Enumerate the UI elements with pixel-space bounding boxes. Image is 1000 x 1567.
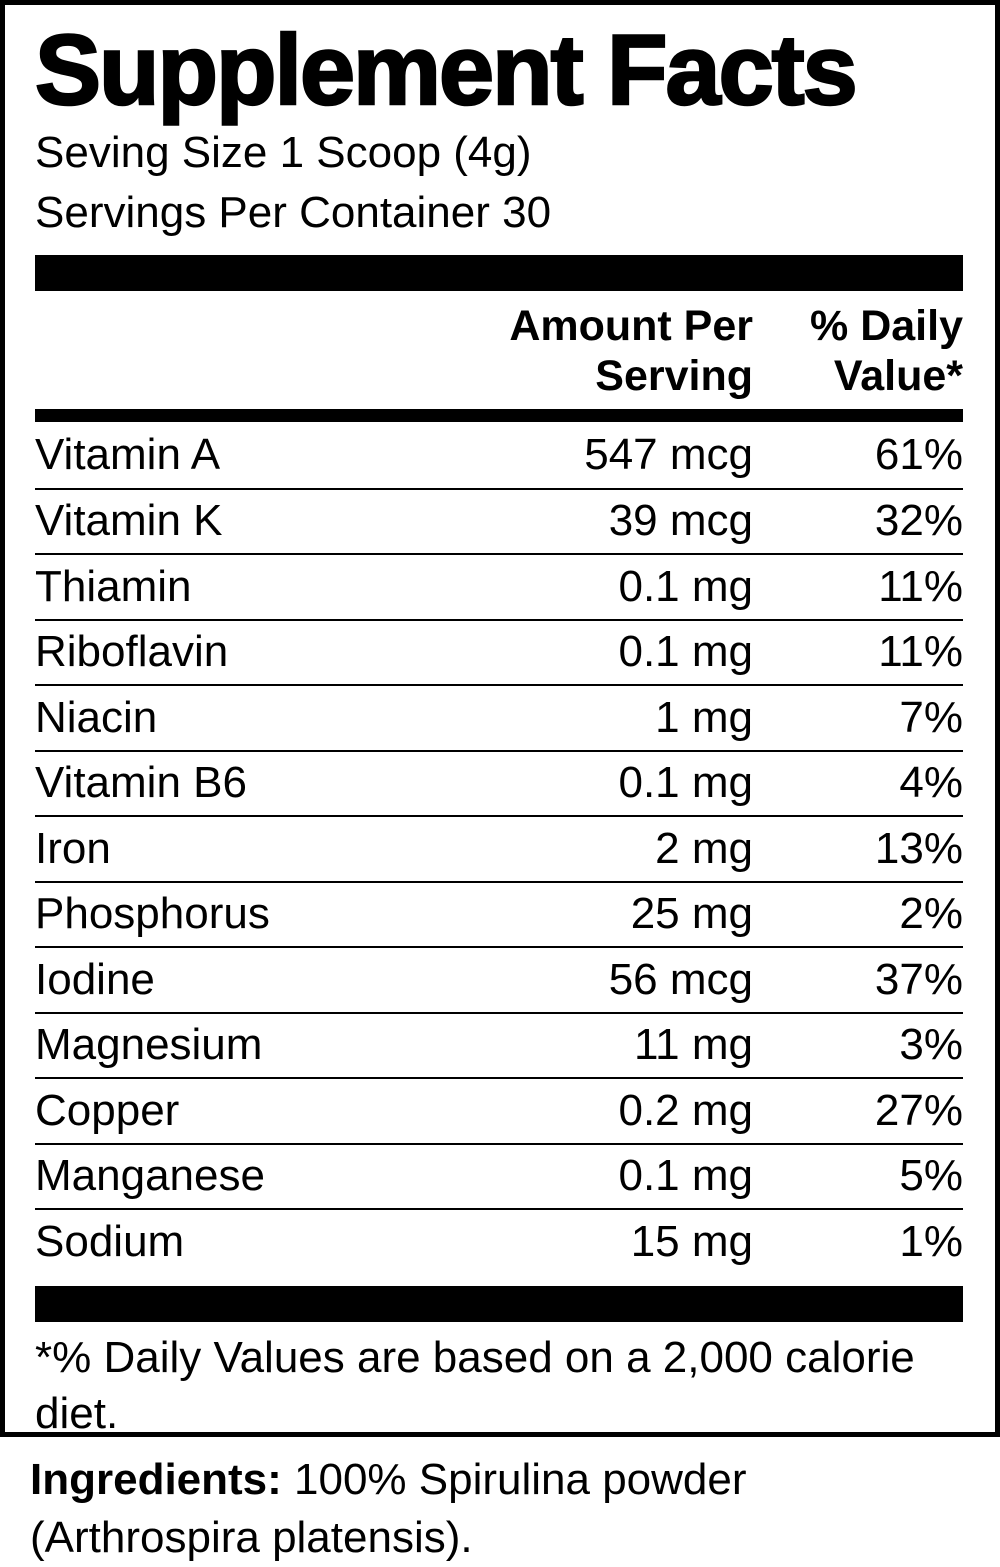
daily-value-footnote: *% Daily Values are based on a 2,000 cal… — [35, 1332, 915, 1438]
servings-per-container-line: Servings Per Container 30 — [35, 188, 552, 237]
nutrient-dv: 37% — [874, 954, 963, 1004]
nutrient-name: Vitamin A — [35, 429, 221, 479]
nutrient-dv: 13% — [874, 823, 963, 873]
nutrient-name: Phosphorus — [35, 889, 270, 939]
nutrient-dv: 2% — [899, 889, 963, 939]
nutrient-name: Magnesium — [35, 1020, 263, 1070]
nutrient-amount: 0.1 mg — [618, 627, 753, 677]
ingredients-label: Ingredients: — [30, 1455, 282, 1504]
table-row: Iodine 56 mcg 37% — [35, 946, 963, 1012]
nutrient-amount: 11 mg — [633, 1020, 753, 1070]
table-row: Vitamin A 547 mcg 61% — [35, 422, 963, 488]
supplement-facts-panel: Supplement Facts Seving Size 1 Scoop (4g… — [0, 0, 1000, 1438]
nutrient-amount: 547 mcg — [584, 429, 753, 479]
nutrient-amount: 0.1 mg — [618, 1151, 753, 1201]
nutrient-amount: 0.2 mg — [618, 1085, 753, 1135]
nutrient-name: Vitamin B6 — [35, 758, 247, 808]
table-row: Iron 2 mg 13% — [35, 815, 963, 881]
nutrient-dv: 11% — [878, 627, 963, 677]
nutrient-dv: 1% — [899, 1216, 963, 1266]
header-amount-line2: Serving — [595, 352, 753, 400]
nutrient-dv: 5% — [899, 1151, 963, 1201]
table-row: Sodium 15 mg 1% — [35, 1208, 963, 1274]
serving-size-line: Seving Size 1 Scoop (4g) — [35, 128, 532, 177]
header-dv-line2: Value* — [833, 352, 963, 400]
table-row: Thiamin 0.1 mg 11% — [35, 553, 963, 619]
nutrient-amount: 1 mg — [655, 692, 753, 742]
nutrient-amount: 39 mcg — [608, 496, 753, 546]
ingredients-statement: Ingredients: 100% Spirulina powder (Arth… — [30, 1451, 880, 1567]
nutrient-dv: 7% — [899, 692, 963, 742]
nutrient-amount: 2 mg — [655, 823, 753, 873]
table-header: Amount Per Serving % Daily Value* — [35, 291, 963, 409]
nutrient-name: Vitamin K — [35, 496, 223, 546]
table-row: Vitamin B6 0.1 mg 4% — [35, 749, 963, 816]
nutrient-dv: 11% — [878, 561, 963, 611]
nutrient-name: Copper — [35, 1085, 180, 1135]
nutrient-name: Thiamin — [35, 561, 192, 611]
ingredients-text: 100% Spirulina powder (Arthrospira plate… — [30, 1455, 747, 1562]
table-row: Niacin 1 mg 7% — [35, 684, 963, 750]
table-row: Magnesium 11 mg 3% — [35, 1011, 963, 1078]
divider-bar-header — [35, 409, 963, 422]
nutrient-amount: 15 mg — [630, 1216, 753, 1266]
table-row: Copper 0.2 mg 27% — [35, 1077, 963, 1143]
nutrient-name: Sodium — [35, 1216, 185, 1266]
header-daily-value: % Daily Value* — [753, 301, 963, 401]
panel-title: Supplement Facts — [34, 14, 859, 125]
nutrient-amount: 0.1 mg — [618, 758, 753, 808]
table-row: Vitamin K 39 mcg 32% — [35, 487, 963, 554]
nutrient-name: Manganese — [35, 1151, 265, 1201]
header-dv-line1: % Daily — [810, 302, 963, 350]
table-row: Manganese 0.1 mg 5% — [35, 1142, 963, 1209]
nutrient-name: Niacin — [35, 692, 158, 742]
nutrient-amount: 25 mg — [630, 889, 753, 939]
nutrient-dv: 27% — [874, 1085, 963, 1135]
nutrient-dv: 32% — [874, 496, 963, 546]
nutrient-amount: 0.1 mg — [618, 561, 753, 611]
nutrient-name: Riboflavin — [35, 627, 229, 677]
nutrient-dv: 3% — [899, 1020, 963, 1070]
nutrient-dv: 61% — [874, 429, 963, 479]
nutrient-amount: 56 mcg — [608, 954, 753, 1004]
divider-bar-bottom — [35, 1285, 963, 1322]
table-row: Riboflavin 0.1 mg 11% — [35, 618, 963, 685]
header-amount-line1: Amount Per — [509, 302, 753, 350]
nutrient-name: Iron — [35, 823, 111, 873]
divider-bar-top — [35, 255, 963, 291]
nutrient-name: Iodine — [35, 954, 155, 1004]
nutrient-table-body: Vitamin A 547 mcg 61% Vitamin K 39 mcg 3… — [35, 422, 963, 1274]
header-amount-per-serving: Amount Per Serving — [423, 301, 753, 401]
table-row: Phosphorus 25 mg 2% — [35, 880, 963, 947]
nutrient-dv: 4% — [899, 758, 963, 808]
